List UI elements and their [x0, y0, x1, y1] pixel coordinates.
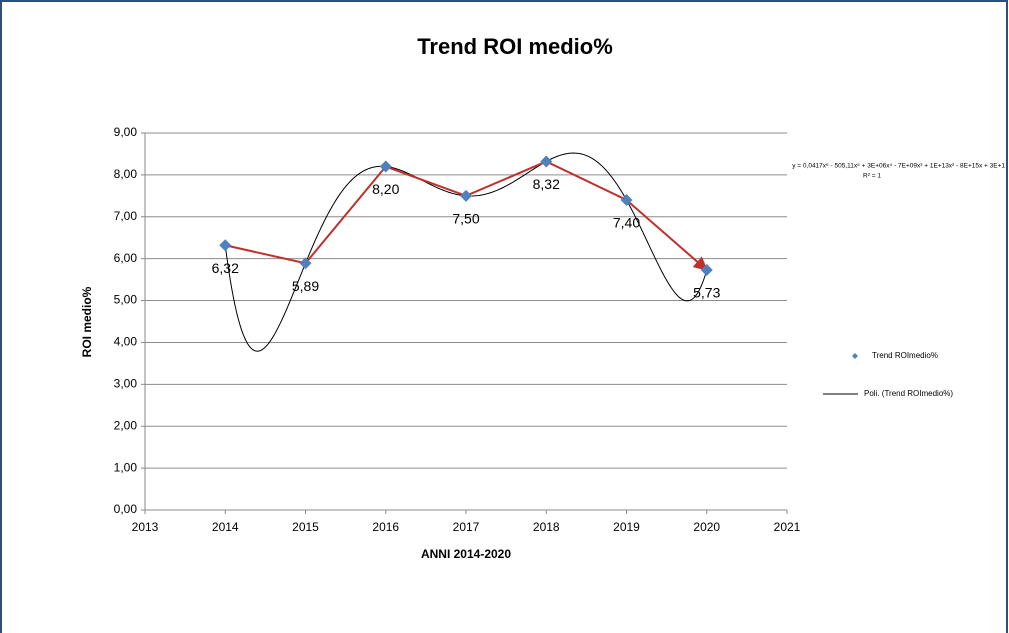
- y-tick-label: 9,00: [114, 125, 138, 139]
- data-label: 7,40: [613, 215, 640, 231]
- y-tick-label: 0,00: [114, 502, 138, 516]
- data-point: [379, 160, 392, 173]
- data-label: 8,32: [533, 176, 560, 192]
- data-label: 8,20: [372, 181, 399, 197]
- y-tick-label: 7,00: [114, 209, 138, 223]
- x-tick-label: 2016: [372, 520, 399, 534]
- data-point: [700, 263, 713, 276]
- x-tick-label: 2015: [292, 520, 319, 534]
- legend-marker: [852, 353, 858, 359]
- x-tick-label: 2018: [533, 520, 560, 534]
- data-label: 7,50: [452, 211, 479, 227]
- x-tick-label: 2019: [613, 520, 640, 534]
- y-tick-label: 1,00: [114, 460, 138, 474]
- data-point: [460, 189, 472, 202]
- y-tick-label: 3,00: [114, 377, 138, 391]
- x-axis-label: ANNI 2014-2020: [421, 547, 511, 561]
- chart-title: Trend ROI medio%: [417, 34, 613, 59]
- legend-label: Trend ROImedio%: [872, 351, 938, 360]
- x-tick-label: 2014: [212, 520, 239, 534]
- legend-label: Poli. (Trend ROImedio%): [864, 389, 953, 398]
- x-tick-label: 2020: [693, 520, 720, 534]
- data-point: [540, 155, 553, 168]
- data-point: [219, 239, 232, 252]
- data-label: 5,89: [292, 278, 319, 294]
- y-tick-label: 6,00: [114, 251, 138, 265]
- data-label: 5,73: [693, 285, 720, 301]
- y-tick-label: 8,00: [114, 167, 138, 181]
- x-tick-label: 2013: [132, 520, 159, 534]
- x-tick-label: 2017: [453, 520, 480, 534]
- trend-equation: y = 0,0417x⁶ - 505,11x⁵ + 3E+06x⁴ - 7E+0…: [792, 163, 1005, 170]
- data-point: [620, 194, 633, 207]
- data-label: 6,32: [212, 260, 239, 276]
- y-tick-label: 5,00: [114, 293, 138, 307]
- y-tick-label: 4,00: [114, 335, 138, 349]
- data-point: [299, 257, 312, 270]
- x-tick-label: 2021: [774, 520, 801, 534]
- y-axis-label: ROI medio%: [80, 286, 94, 357]
- r-squared: R² = 1: [863, 173, 881, 180]
- y-tick-label: 2,00: [114, 418, 138, 432]
